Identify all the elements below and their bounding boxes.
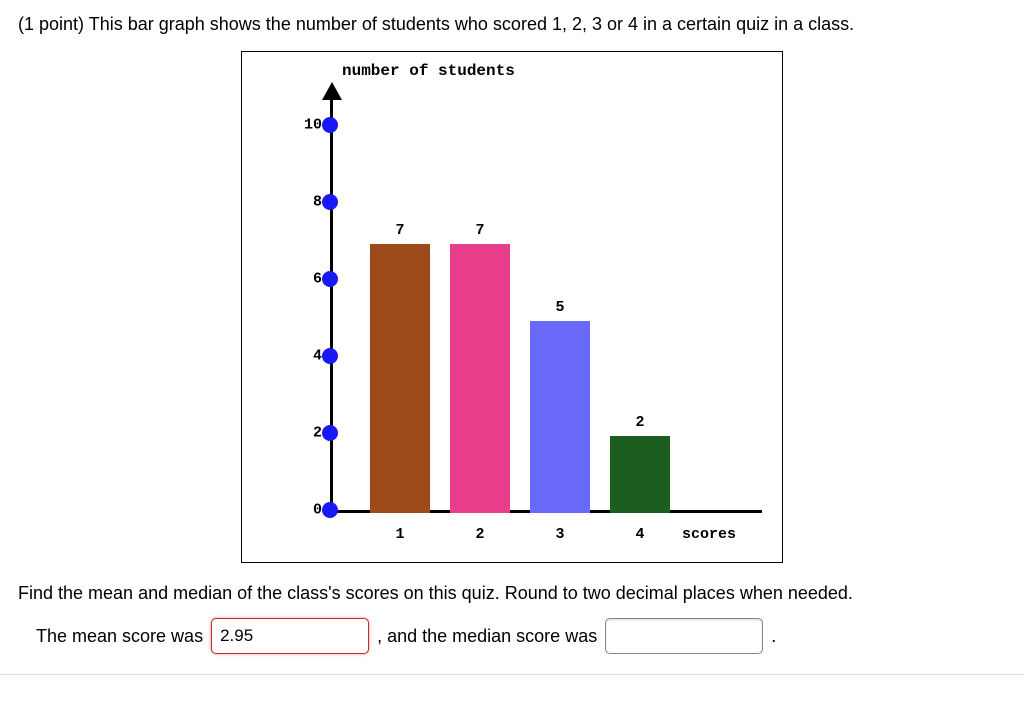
y-tick-marker	[322, 194, 338, 210]
y-tick-label: 4	[282, 348, 322, 365]
bar-value-label: 5	[530, 299, 590, 316]
points-prefix: (1 point)	[18, 14, 89, 34]
x-tick-label: 3	[530, 526, 590, 543]
instruction-text: Find the mean and median of the class's …	[18, 583, 1006, 604]
y-tick-marker	[322, 348, 338, 364]
bar: 5	[530, 321, 590, 514]
mid-text: , and the median score was	[377, 626, 597, 647]
chart-container: number of students scores 02468107172532…	[18, 51, 1006, 563]
y-tick-marker	[322, 271, 338, 287]
question-text: (1 point) This bar graph shows the numbe…	[18, 14, 1006, 35]
bar-value-label: 7	[450, 222, 510, 239]
answer-line: The mean score was , and the median scor…	[18, 618, 1006, 654]
x-tick-label: 4	[610, 526, 670, 543]
y-tick-label: 10	[282, 117, 322, 134]
y-tick-label: 8	[282, 194, 322, 211]
bar-chart: number of students scores 02468107172532…	[241, 51, 783, 563]
suffix: .	[771, 626, 776, 647]
y-axis	[330, 98, 333, 512]
bar-value-label: 7	[370, 222, 430, 239]
y-tick-marker	[322, 502, 338, 518]
mean-input[interactable]	[211, 618, 369, 654]
bar: 7	[450, 244, 510, 514]
bar: 2	[610, 436, 670, 513]
x-tick-label: 2	[450, 526, 510, 543]
question-body: This bar graph shows the number of stude…	[89, 14, 854, 34]
y-tick-marker	[322, 425, 338, 441]
median-input[interactable]	[605, 618, 763, 654]
question-page: (1 point) This bar graph shows the numbe…	[0, 0, 1024, 675]
x-axis-title: scores	[682, 526, 736, 543]
y-tick-label: 0	[282, 502, 322, 519]
mean-prefix: The mean score was	[36, 626, 203, 647]
bar-value-label: 2	[610, 414, 670, 431]
y-tick-label: 6	[282, 271, 322, 288]
chart-title: number of students	[342, 62, 515, 80]
x-tick-label: 1	[370, 526, 430, 543]
bar: 7	[370, 244, 430, 514]
y-tick-label: 2	[282, 425, 322, 442]
y-tick-marker	[322, 117, 338, 133]
